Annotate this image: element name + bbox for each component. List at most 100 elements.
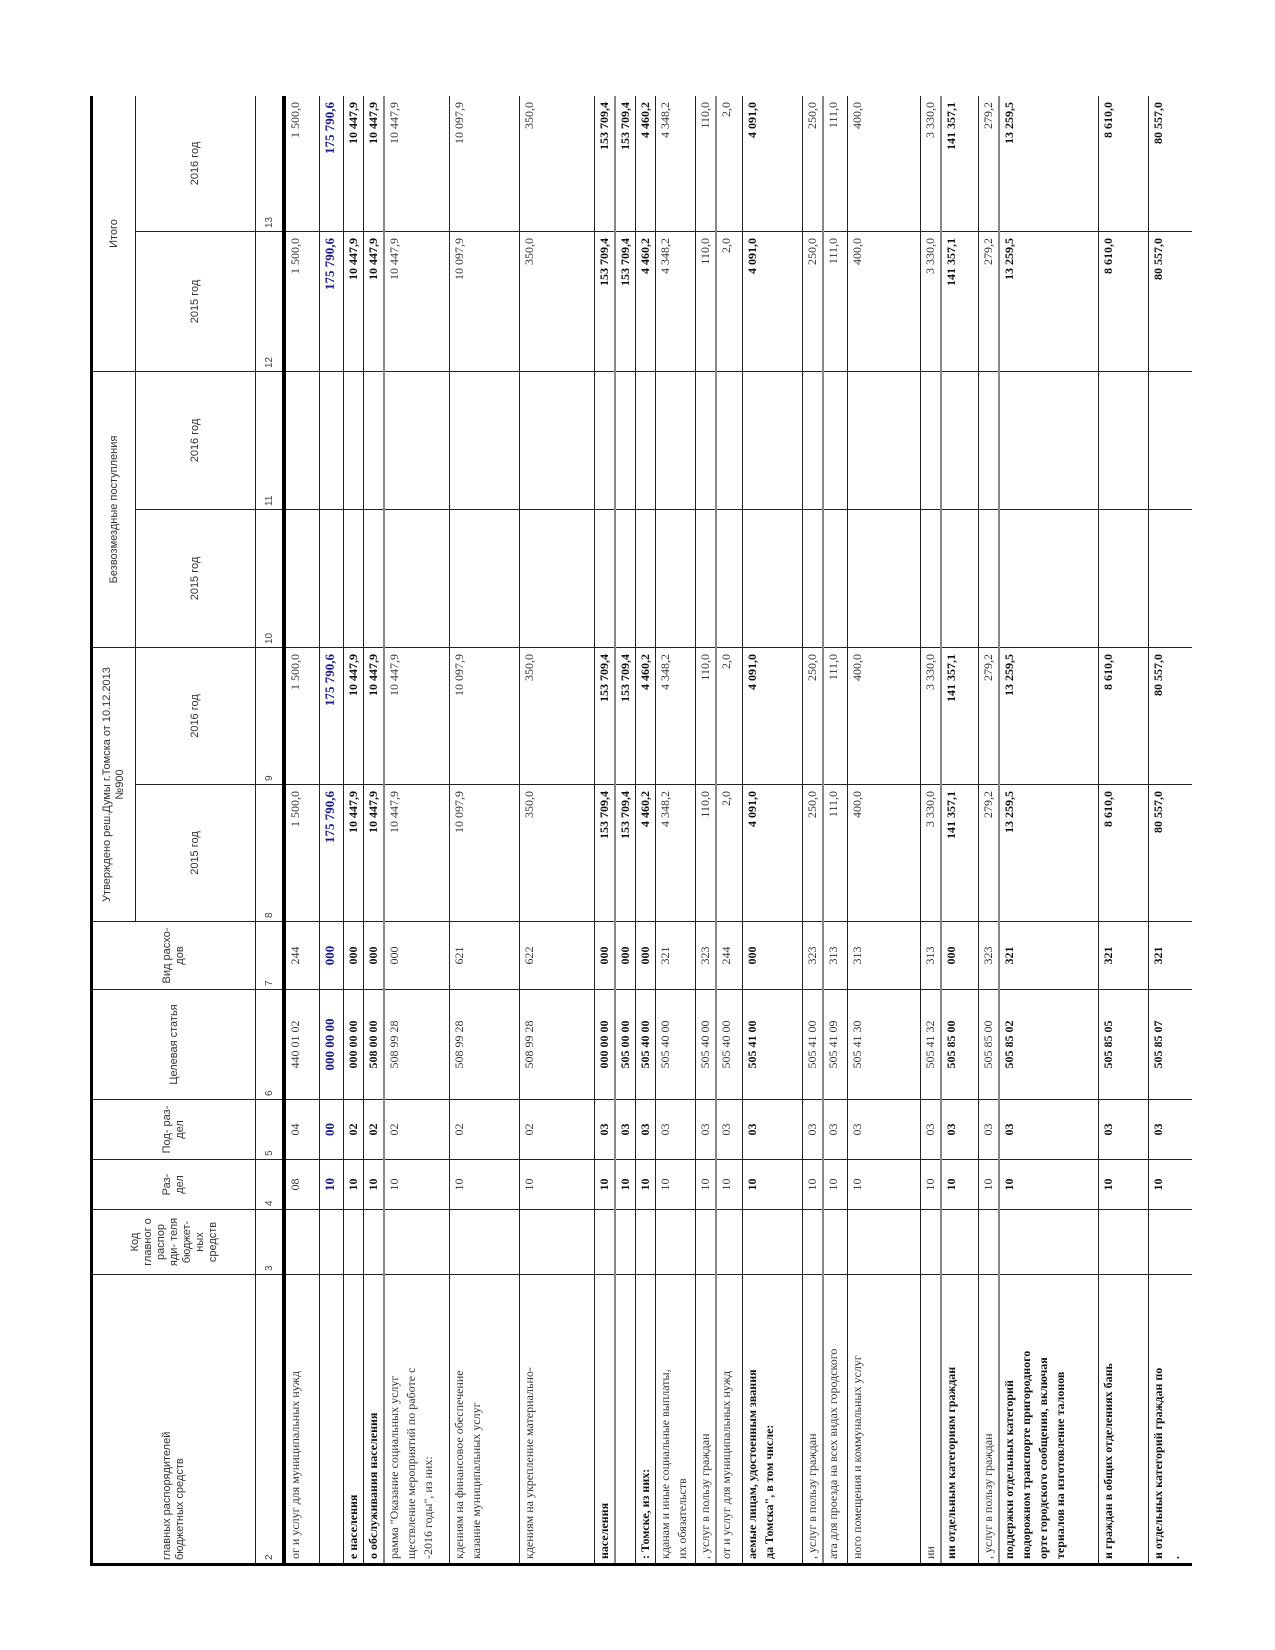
cell-razdel: 10 <box>847 1159 921 1210</box>
cell-approved-2016: 111,0 <box>822 647 848 785</box>
cell-target-article: 508 99 28 <box>383 989 450 1100</box>
cell-row-name: о обслуживания населения <box>363 1274 384 1565</box>
cell-expense-type: 000 <box>319 921 343 990</box>
cell-expense-type: 000 <box>742 921 802 990</box>
cell-total-2015: 13 259,5 <box>998 231 1099 372</box>
cell-total-2015: 153 709,4 <box>615 231 636 372</box>
cell-admin-code <box>594 1209 615 1275</box>
header-approved-2016: 2016 год <box>135 647 256 785</box>
column-number: 9 <box>255 647 284 785</box>
table-row: поддержки отдельных категорий нодорожном… <box>998 96 1099 1565</box>
cell-podrazdel: 03 <box>742 1099 802 1160</box>
cell-razdel: 10 <box>1098 1159 1149 1210</box>
cell-total-2016: 110,0 <box>695 96 716 232</box>
cell-total-2016: 4 091,0 <box>742 96 802 232</box>
cell-approved-2015: 10 447,9 <box>383 784 450 922</box>
table-row: от и услуг для муниципальных нужд 10 03 505… <box>716 96 742 1565</box>
cell-razdel: 10 <box>319 1159 343 1210</box>
cell-total-2015: 175 790,6 <box>319 231 343 372</box>
cell-target-article: 505 41 30 <box>847 989 921 1100</box>
cell-grants-2015 <box>920 509 941 648</box>
cell-target-article: 505 85 00 <box>941 989 978 1100</box>
cell-podrazdel: 03 <box>695 1099 716 1160</box>
cell-grants-2015 <box>615 509 636 648</box>
cell-expense-type: 000 <box>615 921 636 990</box>
cell-row-name: и граждан в общих отделениях бань <box>1098 1274 1149 1565</box>
cell-approved-2016: 153 709,4 <box>594 647 615 785</box>
cell-podrazdel: 04 <box>284 1099 319 1160</box>
table-row: , услуг в пользу граждан 10 03 505 40 00 323… <box>695 96 716 1565</box>
cell-approved-2016: 279,2 <box>978 647 999 785</box>
cell-podrazdel: 03 <box>615 1099 636 1160</box>
cell-grants-2016 <box>449 371 520 510</box>
cell-row-name: : Томске, из них: <box>635 1274 656 1565</box>
cell-grants-2015 <box>1098 509 1149 648</box>
cell-admin-code <box>519 1209 595 1275</box>
column-number: 8 <box>255 784 284 922</box>
cell-approved-2015: 8 610,0 <box>1098 784 1149 922</box>
cell-grants-2016 <box>284 371 319 510</box>
cell-expense-type: 244 <box>716 921 742 990</box>
cell-approved-2016: 141 357,1 <box>941 647 978 785</box>
cell-grants-2015 <box>655 509 696 648</box>
cell-total-2015: 3 330,0 <box>920 231 941 372</box>
column-number: 13 <box>255 96 284 232</box>
cell-admin-code <box>998 1209 1099 1275</box>
cell-target-article: 505 40 00 <box>695 989 716 1100</box>
cell-row-name: рамма "Оказание социальных услуг ществле… <box>383 1274 450 1565</box>
cell-approved-2015: 10 447,9 <box>363 784 384 922</box>
cell-grants-2015 <box>941 509 978 648</box>
cell-grants-2016 <box>920 371 941 510</box>
column-number: 11 <box>255 371 284 510</box>
cell-razdel: 10 <box>695 1159 716 1210</box>
cell-admin-code <box>1148 1209 1192 1275</box>
cell-row-name: от и услуг для муниципальных нужд <box>716 1274 742 1565</box>
cell-grants-2016 <box>635 371 656 510</box>
table-row: ии отдельным категориям граждан 10 03 505 8… <box>941 96 978 1565</box>
header-total-2015: 2015 год <box>135 231 256 372</box>
table-row: населения 10 03 000 00 00 000 153 709,4 153 70… <box>594 96 615 1565</box>
cell-row-name: ии отдельным категориям граждан <box>941 1274 978 1565</box>
table-row: ог и услуг для муниципальных нужд 08 04 440… <box>284 96 319 1565</box>
cell-podrazdel: 02 <box>343 1099 363 1160</box>
cell-total-2015: 80 557,0 <box>1148 231 1192 372</box>
cell-admin-code <box>716 1209 742 1275</box>
cell-approved-2016: 10 447,9 <box>343 647 363 785</box>
cell-expense-type: 000 <box>594 921 615 990</box>
cell-grants-2015 <box>594 509 615 648</box>
cell-approved-2016: 8 610,0 <box>1098 647 1149 785</box>
cell-podrazdel: 03 <box>802 1099 823 1160</box>
cell-total-2016: 350,0 <box>519 96 595 232</box>
column-number: 2 <box>255 1274 284 1565</box>
cell-grants-2015 <box>742 509 802 648</box>
cell-razdel: 10 <box>742 1159 802 1210</box>
header-name: главных распорядителей бюджетных средств <box>91 1274 256 1565</box>
cell-podrazdel: 03 <box>1098 1099 1149 1160</box>
table-row: кдениям на укрепление материально- 10 02 50… <box>519 96 595 1565</box>
cell-row-name: ии <box>920 1274 941 1565</box>
column-number: 12 <box>255 231 284 372</box>
cell-total-2016: 111,0 <box>822 96 848 232</box>
cell-target-article: 505 41 00 <box>802 989 823 1100</box>
cell-grants-2016 <box>1148 371 1192 510</box>
cell-total-2016: 4 348,2 <box>655 96 696 232</box>
cell-grants-2015 <box>363 509 384 648</box>
header-podrazdel: Под- раз- дел <box>91 1099 256 1160</box>
cell-total-2016: 8 610,0 <box>1098 96 1149 232</box>
column-number: 7 <box>255 921 284 990</box>
cell-expense-type: 321 <box>655 921 696 990</box>
cell-total-2016: 153 709,4 <box>615 96 636 232</box>
cell-total-2016: 10 447,9 <box>363 96 384 232</box>
cell-approved-2015: 10 447,9 <box>343 784 363 922</box>
cell-total-2016: 10 447,9 <box>383 96 450 232</box>
table-row: 10 03 505 00 00 000 153 709,4 153 709,4 153 70… <box>615 96 636 1565</box>
cell-admin-code <box>802 1209 823 1275</box>
cell-podrazdel: 03 <box>941 1099 978 1160</box>
cell-approved-2016: 4 091,0 <box>742 647 802 785</box>
cell-total-2015: 10 097,9 <box>449 231 520 372</box>
cell-expense-type: 321 <box>1098 921 1149 990</box>
cell-approved-2015: 80 557,0 <box>1148 784 1192 922</box>
cell-razdel: 10 <box>920 1159 941 1210</box>
cell-approved-2016: 2,0 <box>716 647 742 785</box>
cell-approved-2015: 3 330,0 <box>920 784 941 922</box>
